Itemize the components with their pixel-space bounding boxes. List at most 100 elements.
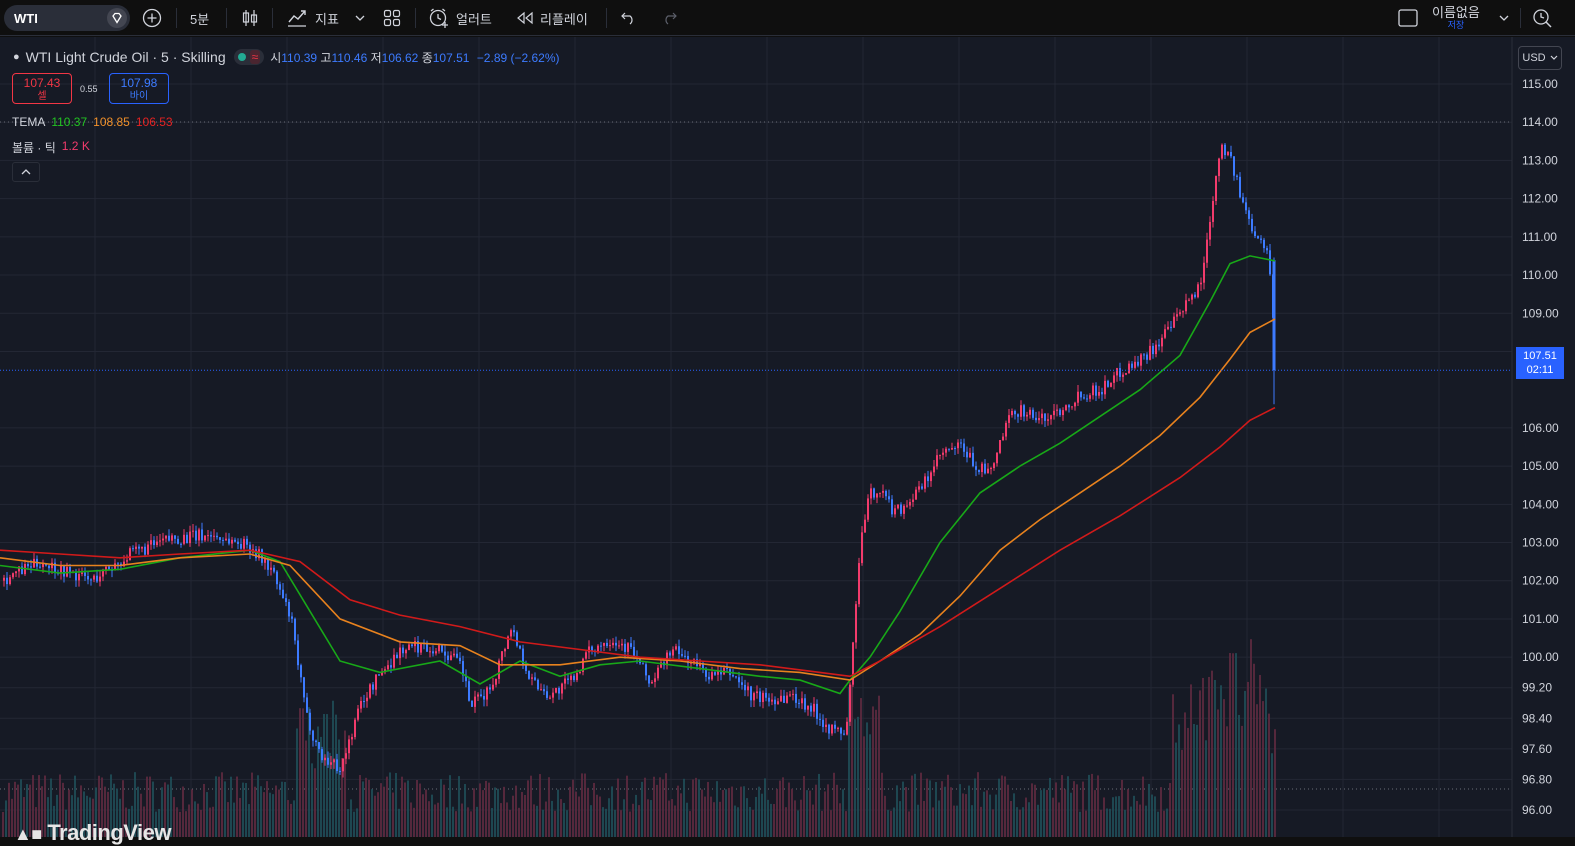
layout-name-button[interactable]: 이름없음 저장 (1432, 0, 1480, 36)
volume-bar (1172, 694, 1174, 837)
volume-bar (1229, 652, 1231, 837)
candle-body (180, 543, 182, 545)
price-axis-label: 115.00 (1522, 77, 1558, 91)
candle-body (48, 565, 50, 569)
candle-body (1143, 354, 1145, 356)
volume-bar (1097, 775, 1099, 837)
candle-body (444, 651, 446, 656)
candle-body (96, 575, 98, 582)
volume-bar (944, 786, 946, 837)
symbol-search[interactable]: WTI (4, 5, 130, 31)
diamond-icon[interactable] (107, 8, 127, 28)
rewind-icon (517, 11, 533, 25)
candle-body (1167, 326, 1169, 330)
candle-body (141, 546, 143, 549)
volume-bar (863, 736, 865, 837)
redo-button[interactable] (660, 0, 678, 36)
tema-legend[interactable]: TEMA 110.37 108.85 106.53 (12, 115, 173, 129)
volume-bar (923, 800, 925, 837)
candle-body (744, 684, 746, 691)
volume-bar (797, 810, 799, 837)
price-axis-label: 96.80 (1522, 772, 1552, 786)
buy-button[interactable]: 107.98 바이 (109, 73, 169, 104)
layout-checkbox[interactable] (1397, 0, 1419, 36)
volume-bar (791, 788, 793, 837)
volume-bar (854, 719, 856, 837)
symbol-title[interactable]: WTI Light Crude Oil · 5 · Skilling (25, 49, 226, 65)
volume-bar (443, 784, 445, 837)
alert-label: 얼러트 (456, 11, 492, 27)
chart-type-button[interactable] (240, 0, 260, 36)
candle-body (969, 452, 971, 458)
volume-bar (485, 780, 487, 837)
volume-bar (905, 787, 907, 837)
candle-body (408, 644, 410, 650)
candle-body (315, 740, 317, 743)
candle-body (465, 675, 467, 682)
volume-bar (1184, 712, 1186, 837)
volume-bar (1118, 796, 1120, 837)
candle-body (129, 548, 131, 561)
candle-body (1239, 176, 1241, 198)
volume-bar (1058, 802, 1060, 837)
volume-bar (1112, 797, 1114, 837)
volume-bar (233, 802, 235, 837)
volume-bar (560, 799, 562, 837)
volume-bar (353, 811, 355, 837)
volume-bar (1064, 789, 1066, 837)
close-label: 종 (421, 50, 433, 65)
volume-bar (305, 740, 307, 837)
volume-bar (719, 801, 721, 837)
candle-body (114, 563, 116, 571)
candle-body (1191, 294, 1193, 300)
volume-bar (362, 781, 364, 837)
currency-button[interactable]: USD (1518, 46, 1562, 70)
market-status[interactable]: ≈ (233, 49, 265, 65)
candle-body (915, 489, 917, 500)
candle-body (564, 678, 566, 684)
volume-bar (500, 803, 502, 837)
candle-body (741, 682, 743, 685)
volume-bar (239, 797, 241, 837)
candle-body (654, 678, 656, 682)
candle-body (804, 698, 806, 710)
volume-bar (296, 728, 298, 837)
replay-button[interactable]: 리플레이 (516, 0, 588, 36)
candle-body (354, 719, 356, 738)
add-symbol-button[interactable] (142, 0, 162, 36)
volume-bar (329, 752, 331, 837)
candle-body (762, 692, 764, 703)
candle-body (705, 668, 707, 677)
candle-body (1026, 414, 1028, 417)
candle-body (360, 701, 362, 709)
undo-button[interactable] (620, 0, 638, 36)
volume-bar (764, 778, 766, 837)
volume-legend[interactable]: 볼륨 · 틱 1.2 K (12, 139, 90, 156)
chart-area[interactable] (0, 37, 1575, 837)
replay-label: 리플레이 (540, 11, 588, 27)
alert-button[interactable]: 얼러트 (428, 0, 492, 36)
volume-bar (887, 809, 889, 837)
layout-menu-dropdown[interactable] (1498, 0, 1510, 36)
candle-body (948, 448, 950, 450)
templates-dropdown[interactable] (354, 0, 366, 36)
layouts-button[interactable] (382, 0, 402, 36)
quick-search-button[interactable] (1531, 0, 1553, 36)
candle-body (1224, 144, 1226, 156)
candle-body (411, 644, 413, 647)
candle-body (888, 496, 890, 500)
volume-bar (611, 786, 613, 837)
candle-body (1221, 144, 1223, 159)
collapse-legend-button[interactable] (12, 162, 40, 182)
volume-bar (683, 778, 685, 837)
volume-bar (131, 805, 133, 837)
sell-button[interactable]: 107.43 셀 (12, 73, 72, 104)
tradingview-logo[interactable]: ▲■ TradingView (14, 820, 171, 846)
interval-button[interactable]: 5분 (190, 0, 209, 36)
candle-body (1146, 354, 1148, 360)
candle-body (45, 563, 47, 566)
volume-bar (140, 793, 142, 837)
volume-bar (1193, 724, 1195, 837)
indicators-button[interactable]: 지표 (286, 0, 339, 36)
